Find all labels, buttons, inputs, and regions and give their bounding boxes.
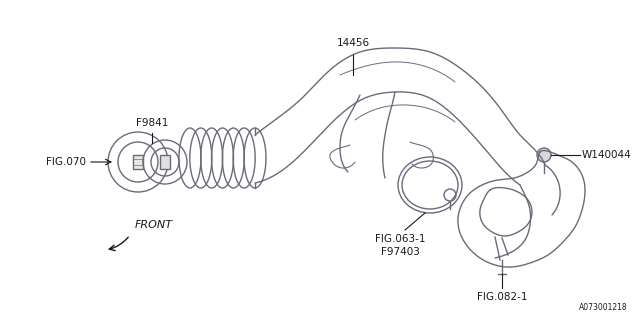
Text: F97403: F97403 xyxy=(381,247,419,257)
Text: 14456: 14456 xyxy=(337,38,369,48)
Bar xyxy=(133,155,143,169)
Bar xyxy=(160,155,170,169)
Text: FIG.063-1: FIG.063-1 xyxy=(375,234,425,244)
Text: FIG.070: FIG.070 xyxy=(46,157,86,167)
Circle shape xyxy=(537,148,551,162)
Text: W140044: W140044 xyxy=(582,150,632,160)
Text: FRONT: FRONT xyxy=(135,220,173,230)
Text: A073001218: A073001218 xyxy=(579,303,628,312)
Text: FIG.082-1: FIG.082-1 xyxy=(477,292,527,302)
Text: F9841: F9841 xyxy=(136,118,168,128)
